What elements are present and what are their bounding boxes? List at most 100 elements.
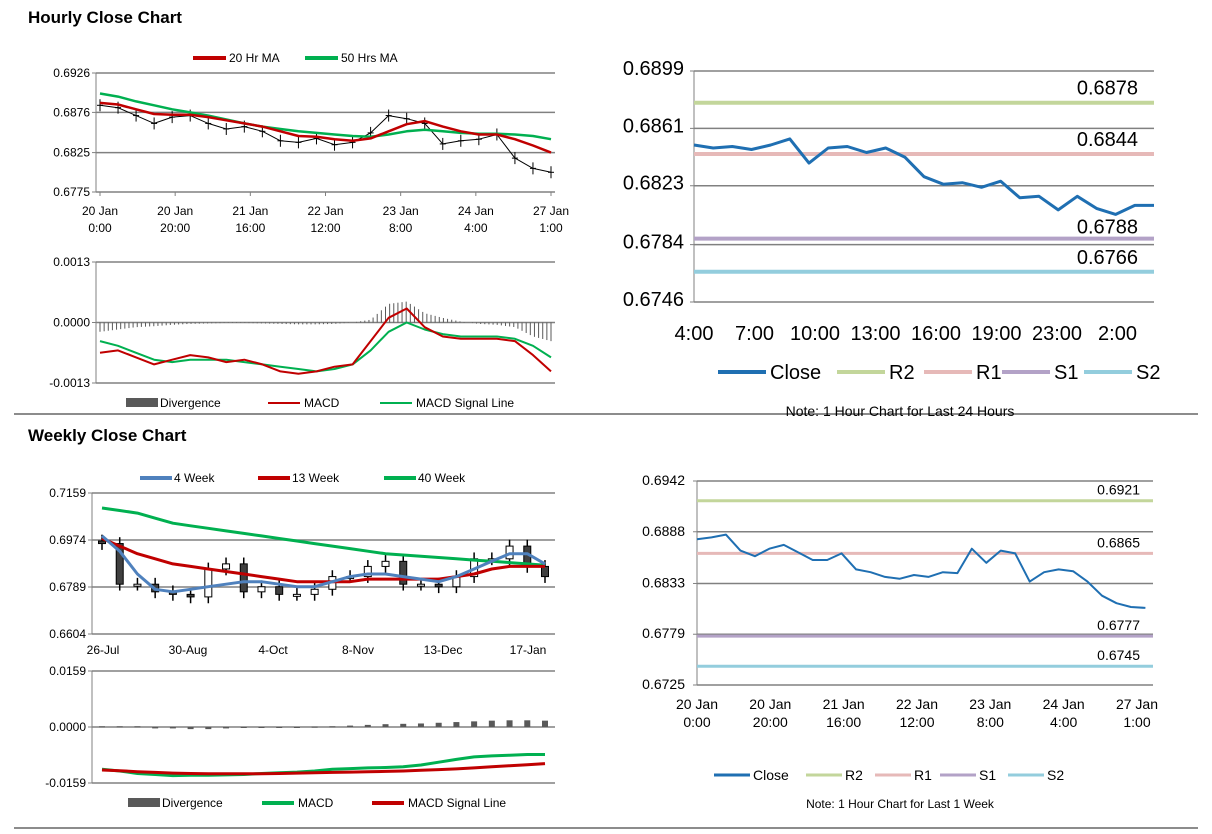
divergence-bar <box>400 723 407 727</box>
y-tick-label: -0.0013 <box>49 376 90 390</box>
divergence-bar <box>258 727 265 728</box>
signal-line <box>101 762 546 776</box>
legend-label: 20 Hr MA <box>229 51 280 65</box>
x-tick-label: 16:00 <box>911 323 961 345</box>
divergence-bar <box>506 720 513 727</box>
candle-body <box>275 586 284 595</box>
legend-label: MACD Signal Line <box>416 396 514 410</box>
x-tick-label: 27 Jan <box>533 204 569 218</box>
y-tick-label: 0.6775 <box>53 185 90 199</box>
candle-body <box>381 560 390 567</box>
y-tick-label: 0.6974 <box>49 533 86 547</box>
candle-body <box>222 563 231 570</box>
x-tick-label: 26-Jul <box>87 643 120 657</box>
divergence-bar <box>169 727 176 729</box>
x-tick-label: 2:00 <box>1098 323 1137 345</box>
level-label: 0.6921 <box>1097 482 1140 498</box>
candle-body <box>399 560 408 585</box>
y-tick-label: 0.6926 <box>53 66 90 80</box>
y-tick-label: 0.6779 <box>642 625 685 641</box>
divergence-bar <box>240 727 247 728</box>
divergence-bar <box>99 726 105 728</box>
legend-label: MACD <box>298 796 334 810</box>
x-tick-label: 23:00 <box>1032 323 1082 345</box>
x-tick-label: 4:00 <box>675 323 714 345</box>
x-tick-label: 23 Jan <box>383 204 419 218</box>
x-tick-label: 20 Jan <box>157 204 193 218</box>
chart-note: Note: 1 Hour Chart for Last 24 Hours <box>786 403 1015 419</box>
candle-body <box>133 583 142 587</box>
x-tick-label: 0:00 <box>683 714 710 730</box>
x-tick-label: 20:00 <box>160 221 190 235</box>
x-tick-label: 1:00 <box>1123 714 1150 730</box>
divergence-bar <box>471 721 478 727</box>
chart-note: Note: 1 Hour Chart for Last 1 Week <box>806 797 995 811</box>
x-tick-label: 1:00 <box>539 221 563 235</box>
y-tick-label: 0.6789 <box>49 580 86 594</box>
x-tick-label: 17-Jan <box>510 643 547 657</box>
x-tick-label: 13-Dec <box>424 643 463 657</box>
y-tick-label: 0.6784 <box>623 232 684 254</box>
legend-label: S1 <box>1054 362 1078 384</box>
weekly-section-title: Weekly Close Chart <box>28 426 187 445</box>
y-tick-label: 0.6888 <box>642 523 685 539</box>
ma50-line <box>99 92 552 141</box>
divergence-bar <box>293 727 300 728</box>
x-tick-label: 8-Nov <box>342 643 374 657</box>
section-divider <box>14 413 1198 415</box>
legend-swatch <box>128 798 160 807</box>
candle-body <box>541 565 549 578</box>
candle-body <box>434 583 443 588</box>
candle-body <box>115 543 124 585</box>
signal-line <box>99 321 552 373</box>
x-tick-label: 4:00 <box>1050 714 1077 730</box>
candle-body <box>257 586 266 593</box>
legend-label: Close <box>753 767 789 783</box>
ma40-week-line <box>101 506 546 567</box>
legend-label: Divergence <box>160 396 221 410</box>
level-label: 0.6745 <box>1097 647 1140 663</box>
x-tick-label: 22 Jan <box>307 204 343 218</box>
legend-label: R2 <box>845 767 863 783</box>
divergence-bar <box>116 726 123 728</box>
legend-label: Divergence <box>162 796 223 810</box>
axis-group: 0.6899 0.6861 0.6823 0.6784 0.6746 <box>623 58 1154 311</box>
x-tick-label: 30-Aug <box>169 643 208 657</box>
x-tick-label: 19:00 <box>971 323 1021 345</box>
candle-body <box>292 593 301 597</box>
divergence-bar <box>311 726 318 728</box>
level-label: 0.6777 <box>1097 617 1140 633</box>
y-tick-label: 0.6746 <box>623 289 684 311</box>
close-line <box>696 533 1146 609</box>
x-tick-label: 10:00 <box>790 323 840 345</box>
x-tick-label: 8:00 <box>389 221 413 235</box>
x-tick-label: 16:00 <box>235 221 265 235</box>
x-tick-label: 20:00 <box>753 714 788 730</box>
legend-label: R1 <box>914 767 932 783</box>
legend-label: S1 <box>979 767 996 783</box>
x-tick-label: 4:00 <box>464 221 488 235</box>
y-tick-label: 0.6604 <box>49 627 86 641</box>
divergence-bar <box>453 722 460 727</box>
divergence-bar <box>329 726 336 728</box>
axis-group: 0.7159 0.6974 0.6789 0.6604 <box>49 486 555 641</box>
ma20-line <box>99 101 552 154</box>
legend-label: 40 Week <box>418 471 466 485</box>
x-tick-label: 22 Jan <box>896 696 938 712</box>
divergence-bar <box>223 727 230 729</box>
candle-body <box>363 565 372 578</box>
y-tick-label: 0.6725 <box>642 676 685 692</box>
y-tick-label: 0.0000 <box>53 316 90 330</box>
divergence-bar <box>205 727 212 730</box>
legend-swatch <box>126 398 158 407</box>
divergence-bar <box>152 727 159 729</box>
divergence-bar <box>524 720 531 727</box>
y-tick-label: 0.6876 <box>53 105 90 119</box>
y-tick-label: 0.6823 <box>623 173 684 195</box>
legend-label: Close <box>770 362 821 384</box>
level-label: 0.6878 <box>1077 78 1138 100</box>
x-tick-label: 24 Jan <box>458 204 494 218</box>
axis-group: 0.0159 0.0000 -0.0159 <box>45 664 555 790</box>
divergence-bar <box>134 726 141 728</box>
x-tick-label: 7:00 <box>735 323 774 345</box>
